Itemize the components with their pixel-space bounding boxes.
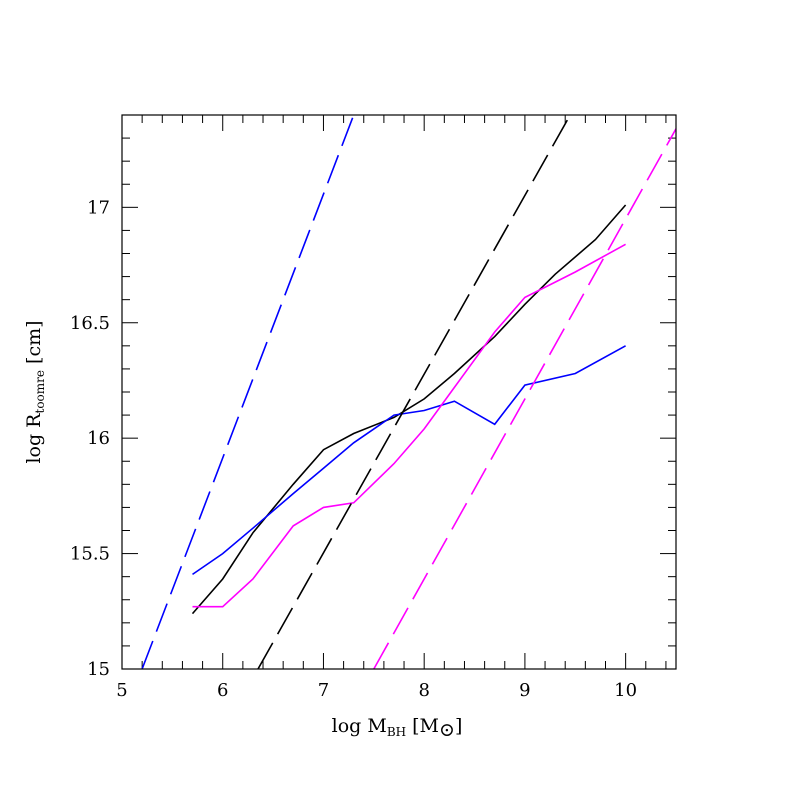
x-tick-label: 6 [217, 680, 228, 701]
y-axis-label: log Rtoomre [cm] [23, 320, 47, 463]
y-tick-label: 17 [87, 197, 110, 218]
series-line-2 [192, 243, 626, 608]
x-axis-label: log MBH [M⊙] [332, 715, 463, 741]
series-line-1 [192, 345, 626, 576]
x-tick-label: 10 [614, 680, 637, 701]
y-tick-label: 16 [87, 428, 110, 449]
y-tick-label: 15.5 [70, 544, 110, 565]
x-tick-label: 9 [519, 680, 530, 701]
dashed-series-line-3 [141, 115, 355, 669]
y-tick-label: 15 [87, 659, 110, 680]
x-tick-label: 5 [116, 680, 127, 701]
tick-labels-layer: 5 6 7 8 9 10 15 15.5 16 16.5 17 [70, 197, 637, 701]
ticks-layer [121, 114, 676, 670]
dashed-series-line-5 [373, 128, 676, 669]
series-line-0 [191, 204, 627, 615]
x-tick-label: 8 [418, 680, 429, 701]
x-tick-label: 7 [318, 680, 329, 701]
y-tick-label: 16.5 [70, 313, 110, 334]
series-layer [141, 115, 676, 669]
dashed-series-line-4 [257, 115, 571, 669]
plot-frame [121, 114, 677, 670]
